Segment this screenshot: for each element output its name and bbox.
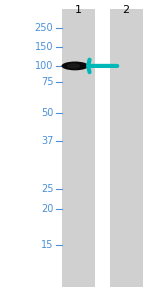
Text: 100: 100 <box>35 61 53 71</box>
Text: 50: 50 <box>41 108 53 118</box>
Text: 15: 15 <box>41 240 53 250</box>
Ellipse shape <box>67 63 80 69</box>
Text: 75: 75 <box>41 77 53 87</box>
Text: 20: 20 <box>41 205 53 214</box>
Text: 37: 37 <box>41 136 53 146</box>
Ellipse shape <box>61 62 88 70</box>
Bar <box>110 9 142 287</box>
Text: 150: 150 <box>35 42 53 52</box>
Bar <box>61 9 94 287</box>
Text: 1: 1 <box>75 5 81 15</box>
Text: 25: 25 <box>41 184 53 194</box>
Text: 2: 2 <box>122 5 130 15</box>
Text: 250: 250 <box>35 23 53 33</box>
